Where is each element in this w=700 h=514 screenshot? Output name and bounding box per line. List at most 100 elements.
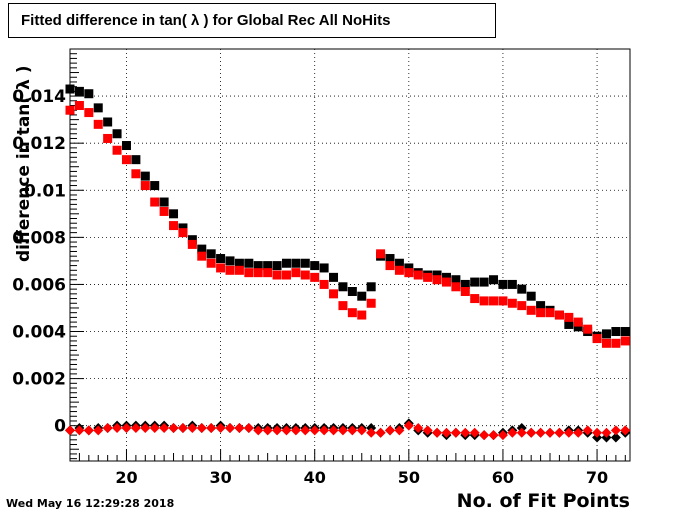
data-point — [592, 427, 603, 438]
data-point — [169, 209, 179, 219]
data-point — [84, 89, 94, 99]
data-point — [497, 430, 508, 441]
data-point — [253, 268, 263, 278]
data-point — [366, 298, 376, 308]
plot-frame — [69, 48, 631, 462]
data-point — [563, 427, 574, 438]
x-tick-label: 70 — [586, 468, 608, 487]
y-tick-label: 0.004 — [12, 323, 66, 343]
data-point — [253, 425, 264, 436]
data-point — [423, 272, 433, 282]
data-point — [460, 286, 470, 296]
data-point — [526, 305, 536, 315]
data-point — [601, 338, 611, 348]
data-point — [309, 425, 320, 436]
data-point — [272, 261, 282, 271]
data-point — [253, 261, 263, 271]
data-point — [356, 425, 367, 436]
x-tick-label: 50 — [398, 468, 420, 487]
data-point — [169, 221, 179, 231]
data-point — [404, 268, 414, 278]
data-point — [329, 289, 339, 299]
x-tick-label: 20 — [115, 468, 137, 487]
data-point — [177, 423, 188, 434]
data-point — [187, 235, 197, 245]
data-point — [573, 427, 584, 438]
data-point — [159, 423, 170, 434]
data-point — [272, 425, 283, 436]
data-point — [281, 425, 292, 436]
y-axis-label: difference in tan( λ ) — [14, 65, 34, 262]
data-point — [196, 423, 207, 434]
data-point — [281, 258, 291, 268]
axes: 20 30 40 50 60 70 0 0.002 0.004 0.006 0.008 0.01 0.0… — [12, 48, 631, 487]
data-point — [422, 425, 433, 436]
x-axis-label: No. of Fit Points — [456, 490, 630, 512]
data-point — [498, 296, 508, 306]
data-point — [150, 181, 160, 191]
y-tick-label: 0.008 — [12, 228, 66, 248]
data-point — [451, 282, 461, 292]
data-point — [394, 258, 404, 268]
data-point — [413, 423, 424, 434]
data-point — [347, 425, 358, 436]
data-point — [121, 141, 131, 151]
data-point — [601, 427, 612, 438]
data-point — [225, 265, 235, 275]
y-tick-label: 0.002 — [12, 370, 66, 390]
data-point — [244, 258, 254, 268]
data-point — [470, 294, 480, 304]
y-tick-label: 0.01 — [24, 181, 66, 201]
data-point — [291, 268, 301, 278]
data-point — [130, 423, 141, 434]
data-point — [74, 425, 85, 436]
data-point — [517, 284, 527, 294]
data-point — [460, 427, 471, 438]
x-tick-label: 40 — [304, 468, 326, 487]
data-point — [432, 275, 442, 285]
data-point — [611, 327, 621, 337]
data-point — [451, 275, 461, 285]
data-point — [74, 101, 84, 111]
data-point — [131, 169, 141, 179]
data-point — [385, 261, 395, 271]
data-point — [357, 291, 367, 301]
data-point — [441, 277, 451, 287]
data-point — [385, 425, 395, 436]
data-point — [366, 427, 377, 438]
data-point — [272, 270, 282, 280]
data-point — [140, 181, 150, 191]
data-point — [337, 425, 348, 436]
data-point — [244, 268, 254, 278]
data-point — [583, 324, 593, 334]
data-point — [103, 133, 113, 143]
data-point — [535, 427, 546, 438]
data-point — [112, 423, 123, 434]
data-point — [460, 279, 470, 289]
data-point — [554, 427, 565, 438]
timestamp: Wed May 16 12:29:28 2018 — [6, 497, 175, 510]
data-point — [573, 317, 583, 327]
data-point — [310, 272, 320, 282]
data-point — [376, 249, 386, 259]
data-point — [83, 425, 94, 436]
data-point — [329, 272, 339, 282]
data-point — [432, 270, 442, 280]
data-point — [234, 265, 244, 275]
data-point — [592, 334, 602, 344]
data-point — [159, 206, 169, 216]
data-point — [620, 425, 631, 436]
data-point — [479, 296, 489, 306]
data-point — [187, 239, 197, 249]
data-point — [93, 103, 103, 113]
data-point — [489, 296, 499, 306]
data-point — [197, 251, 207, 261]
data-point — [234, 423, 245, 434]
data-point — [84, 108, 94, 118]
data-point — [507, 427, 518, 438]
data-point — [536, 308, 546, 318]
x-tick-label: 30 — [209, 468, 231, 487]
data-point — [564, 319, 574, 329]
y-tick-label: 0.006 — [12, 275, 66, 295]
